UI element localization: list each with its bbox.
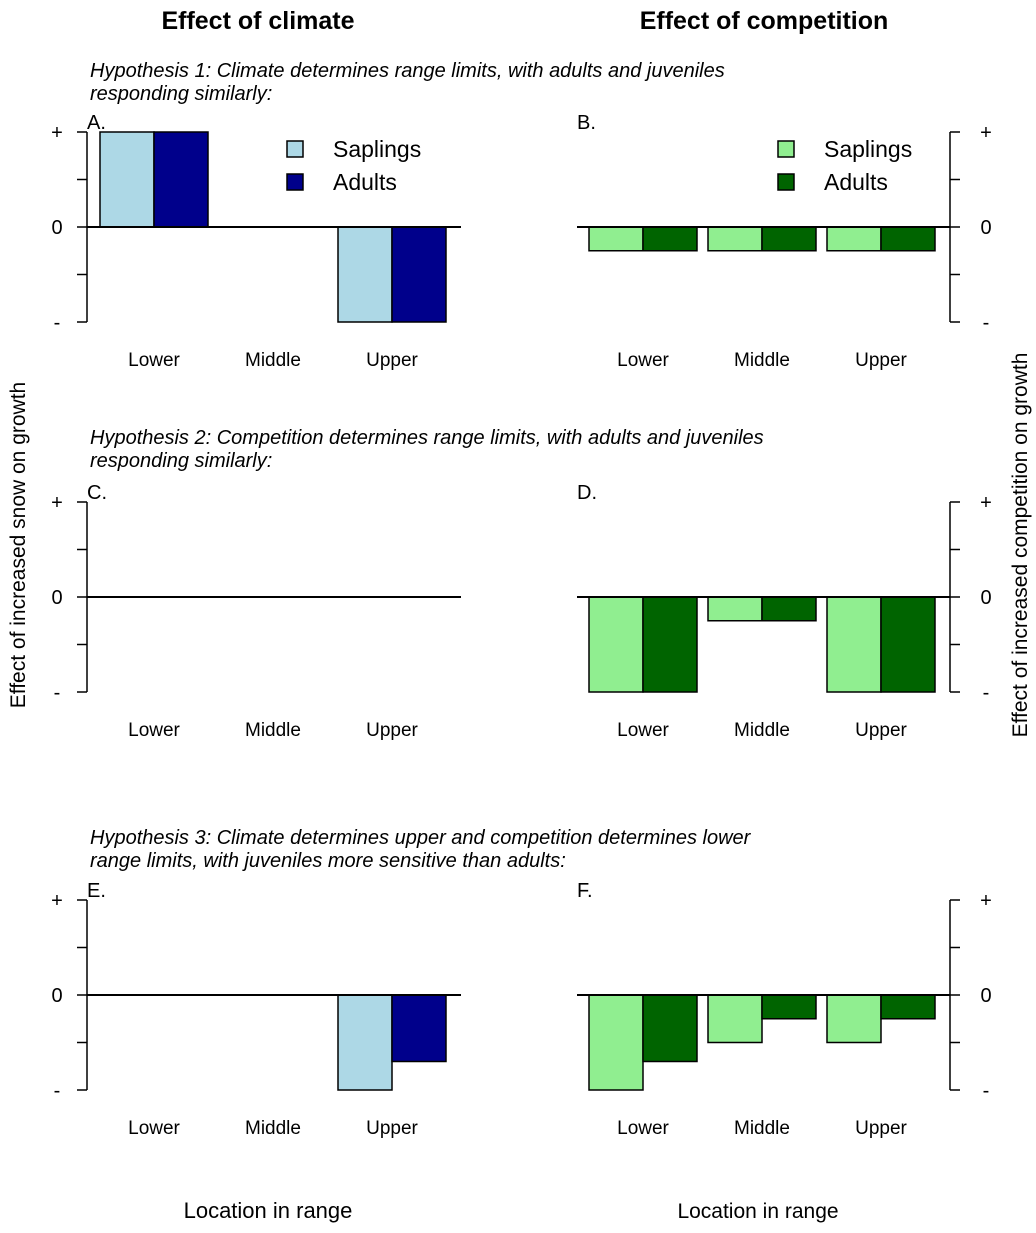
x-tick-label-middle: Middle <box>245 1118 301 1139</box>
x-tick-label-middle: Middle <box>734 350 790 371</box>
y-tick-label: - <box>983 1080 990 1102</box>
hypothesis-2-line-2: responding similarly: <box>90 450 272 472</box>
hypothesis-1-line-1: Hypothesis 1: Climate determines range l… <box>90 60 725 82</box>
bar-saplings-upper <box>826 994 882 1044</box>
bar-adults-upper <box>880 596 936 693</box>
y-tick-label: + <box>51 492 63 514</box>
hypothesis-3-line-2: range limits, with juveniles more sensit… <box>90 850 566 872</box>
y-tick-label: 0 <box>51 985 62 1007</box>
x-tick-label-middle: Middle <box>734 720 790 741</box>
x-tick-label-middle: Middle <box>245 720 301 741</box>
y-tick-label: 0 <box>980 217 991 239</box>
bar-saplings-middle <box>707 596 763 622</box>
hypothesis-2-line-1: Hypothesis 2: Competition determines ran… <box>90 427 764 449</box>
y-tick-label: 0 <box>51 217 62 239</box>
x-tick-label-middle: Middle <box>245 350 301 371</box>
bar-adults-middle <box>761 226 817 252</box>
y-tick-label: 0 <box>51 587 62 609</box>
chart-panel-d: - 0 + Lower Middle Upper D. <box>577 482 992 741</box>
legend-label-adults: Adults <box>333 169 397 195</box>
x-tick-label-upper: Upper <box>855 350 907 371</box>
y-tick-label: + <box>980 890 992 912</box>
bar-adults-lower <box>642 994 698 1063</box>
hypothesis-1-line-2: responding similarly: <box>90 83 272 105</box>
bar-saplings-upper <box>337 226 393 323</box>
y-tick-label: - <box>54 312 61 334</box>
y-tick-label: + <box>51 890 63 912</box>
chart-panel-f: - 0 + Lower Middle Upper F. <box>577 880 992 1139</box>
bar-adults-upper <box>391 226 447 323</box>
legend-label-saplings: Saplings <box>824 136 912 162</box>
panel-label: D. <box>577 482 597 504</box>
x-tick-label-upper: Upper <box>855 1118 907 1139</box>
legend-swatch-saplings <box>777 140 795 158</box>
panels: - 0 + Lower Middle Upper A. Saplings Adults - 0 + Lo… <box>51 112 992 1139</box>
y-tick-label: - <box>54 1080 61 1102</box>
x-tick-label-upper: Upper <box>855 720 907 741</box>
bar-saplings-lower <box>588 226 644 252</box>
legend-label-adults: Adults <box>824 169 888 195</box>
bar-adults-upper <box>880 994 936 1020</box>
bar-adults-lower <box>153 131 209 228</box>
panel-label: A. <box>87 112 106 134</box>
chart-panel-e: - 0 + Lower Middle Upper E. <box>51 880 461 1139</box>
legend-label-saplings: Saplings <box>333 136 421 162</box>
legend-swatch-saplings <box>286 140 304 158</box>
x-tick-label-lower: Lower <box>128 1118 180 1139</box>
bar-adults-upper <box>391 994 447 1063</box>
bar-adults-upper <box>880 226 936 252</box>
bar-adults-middle <box>761 596 817 622</box>
bar-saplings-middle <box>707 994 763 1044</box>
chart-panel-a: - 0 + Lower Middle Upper A. Saplings Adults <box>51 112 461 371</box>
column-title-competition: Effect of competition <box>640 7 889 35</box>
x-tick-label-lower: Lower <box>128 350 180 371</box>
y-axis-title-left: Effect of increased snow on growth <box>7 382 30 708</box>
y-tick-label: - <box>54 682 61 704</box>
bar-saplings-upper <box>826 226 882 252</box>
bar-saplings-lower <box>588 596 644 693</box>
chart-panel-c: - 0 + Lower Middle Upper C. <box>51 482 461 741</box>
bar-saplings-middle <box>707 226 763 252</box>
panel-label: E. <box>87 880 106 902</box>
bar-saplings-upper <box>337 994 393 1091</box>
x-tick-label-lower: Lower <box>617 350 669 371</box>
y-tick-label: 0 <box>980 985 991 1007</box>
hypothesis-3-line-1: Hypothesis 3: Climate determines upper a… <box>90 827 752 849</box>
bar-adults-lower <box>642 226 698 252</box>
bar-saplings-lower <box>99 131 155 228</box>
x-tick-label-lower: Lower <box>128 720 180 741</box>
x-tick-label-upper: Upper <box>366 350 418 371</box>
bar-adults-lower <box>642 596 698 693</box>
y-tick-label: - <box>983 682 990 704</box>
column-title-climate: Effect of climate <box>161 7 354 35</box>
x-tick-label-middle: Middle <box>734 1118 790 1139</box>
bar-saplings-lower <box>588 994 644 1091</box>
y-tick-label: 0 <box>980 587 991 609</box>
bar-saplings-upper <box>826 596 882 693</box>
panel-label: B. <box>577 112 596 134</box>
x-tick-label-upper: Upper <box>366 1118 418 1139</box>
x-tick-label-upper: Upper <box>366 720 418 741</box>
y-tick-label: + <box>980 122 992 144</box>
panel-label: C. <box>87 482 107 504</box>
x-tick-label-lower: Lower <box>617 1118 669 1139</box>
chart-panel-b: - 0 + Lower Middle Upper B. Saplings Adults <box>577 112 992 371</box>
y-tick-label: + <box>980 492 992 514</box>
x-axis-title-left: Location in range <box>184 1198 353 1223</box>
panel-label: F. <box>577 880 593 902</box>
x-tick-label-lower: Lower <box>617 720 669 741</box>
bar-adults-middle <box>761 994 817 1020</box>
legend-swatch-adults <box>777 173 795 191</box>
legend-swatch-adults <box>286 173 304 191</box>
y-tick-label: - <box>983 312 990 334</box>
y-tick-label: + <box>51 122 63 144</box>
x-axis-title-right: Location in range <box>677 1200 838 1223</box>
y-axis-title-right: Effect of increased competition on growt… <box>1009 353 1032 738</box>
